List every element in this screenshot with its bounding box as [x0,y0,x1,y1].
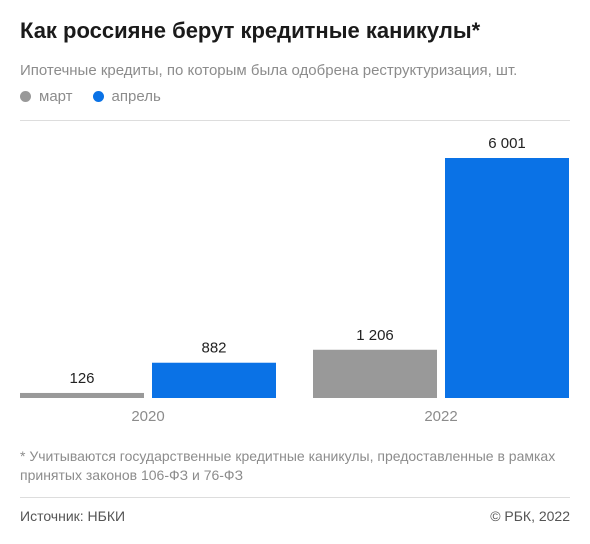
data-label-2020-march: 126 [69,370,94,387]
footnote: * Учитываются государственные кредитные … [20,448,556,483]
data-label-2022-march: 1 206 [356,327,394,344]
legend-item-april: апрель [92,88,161,105]
bar-2020-april [152,362,276,398]
legend-swatch-april [92,91,104,102]
legend-label-march: март [39,88,73,105]
x-tick-label-2020: 2020 [131,408,164,425]
top-divider [20,120,570,121]
legend: март апрель [20,88,181,105]
data-label-2022-april: 6 001 [488,135,526,152]
source-text: Источник: НБКИ [20,508,126,524]
legend-item-march: март [20,88,73,105]
legend-label-april: апрель [111,88,161,105]
legend-swatch-march [20,91,31,102]
bar-2022-march [313,349,437,398]
bottom-divider [20,497,570,498]
chart-subtitle: Ипотечные кредиты, по которым была одобр… [20,62,518,79]
copyright-text: © РБК, 2022 [490,508,570,524]
chart-title: Как россияне берут кредитные каникулы* [20,18,481,43]
bar-2022-april [445,158,569,398]
bar-chart: 126 882 2020 1 206 6 001 2022 [20,135,569,425]
data-label-2020-april: 882 [201,340,226,357]
x-tick-label-2022: 2022 [424,408,457,425]
bar-2020-march [20,392,144,398]
